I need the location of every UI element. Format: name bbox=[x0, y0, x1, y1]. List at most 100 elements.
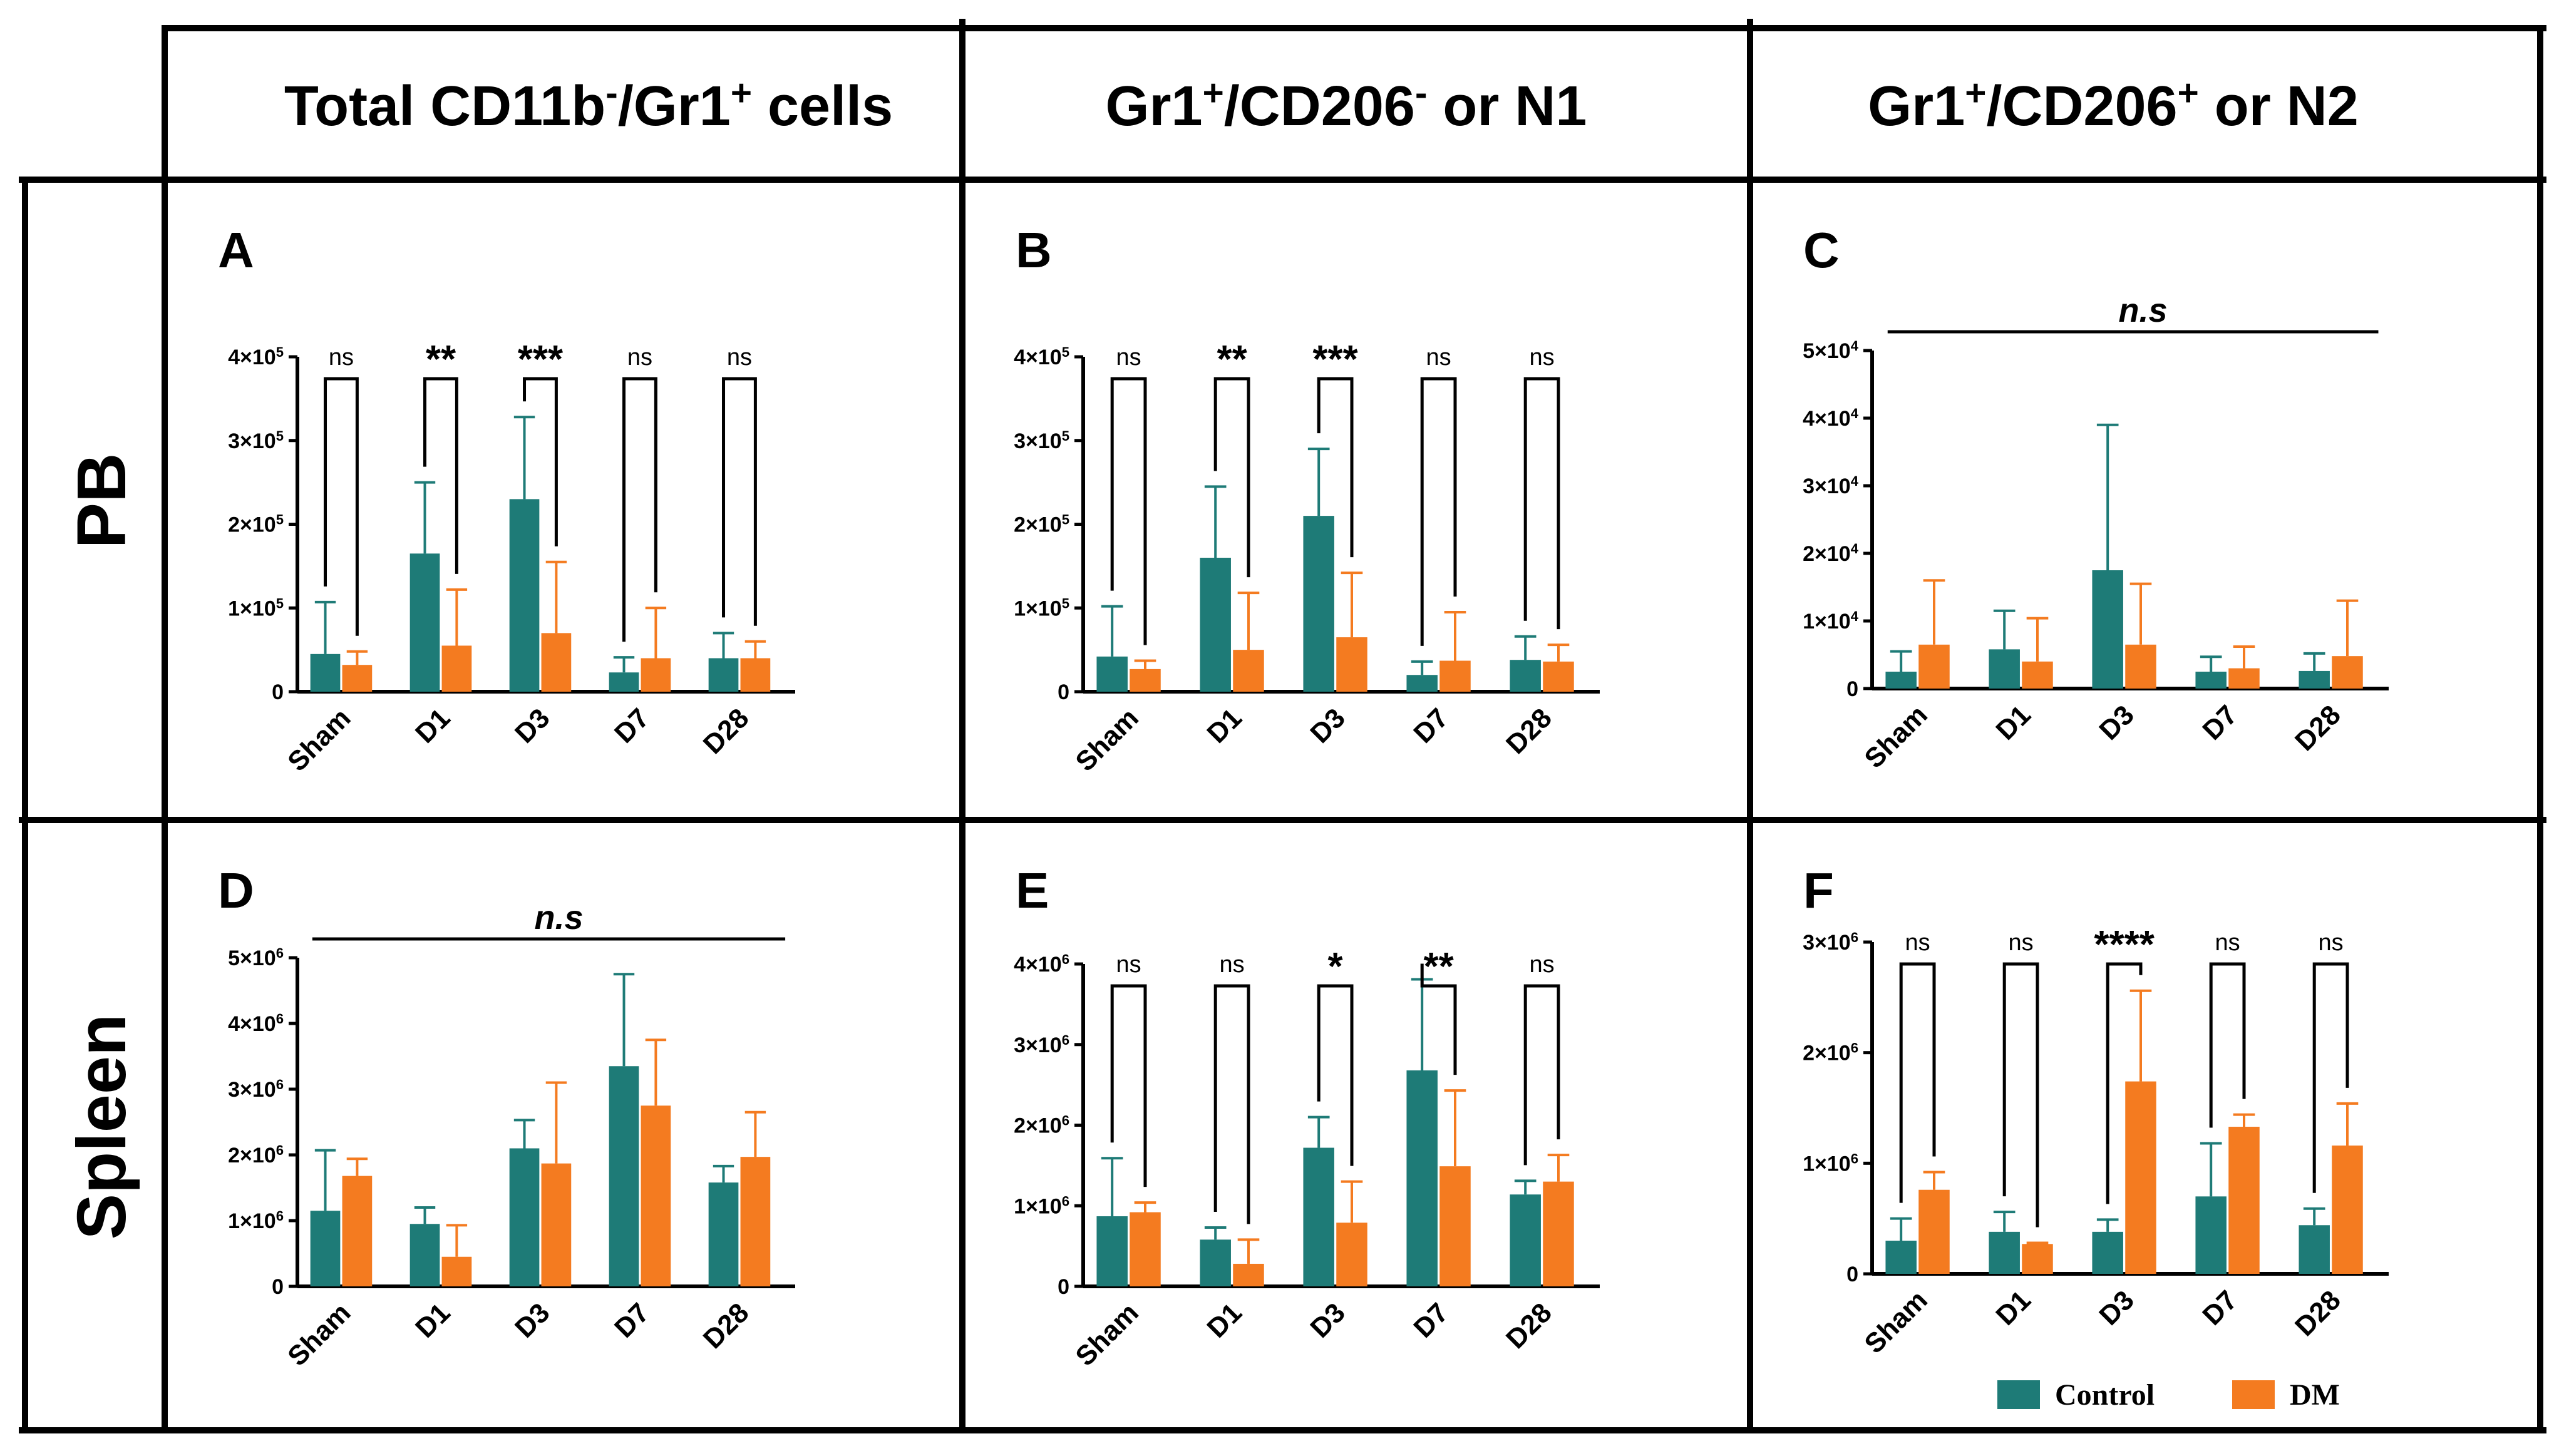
significance-bracket bbox=[1213, 984, 1250, 1224]
y-tick-label: 4×105 bbox=[228, 344, 284, 370]
y-tick-label: 0 bbox=[1058, 680, 1069, 704]
bar-dm-d7 bbox=[641, 1105, 671, 1286]
bar-dm-d1 bbox=[1233, 650, 1264, 692]
legend-control-swatch bbox=[1997, 1380, 2040, 1409]
text-part: cells bbox=[752, 75, 893, 138]
bar-control-sham bbox=[310, 1211, 341, 1286]
bar-control-d28 bbox=[2299, 670, 2330, 689]
y-tick-label: 3×104 bbox=[1803, 473, 1859, 499]
significance-label: * bbox=[1328, 945, 1344, 988]
significance-bracket bbox=[2209, 962, 2246, 1128]
y-tick-label: 2×106 bbox=[228, 1142, 284, 1168]
significance-bracket bbox=[1213, 377, 1250, 578]
bar-control-d28 bbox=[1510, 1194, 1541, 1286]
superscript-text: 6 bbox=[276, 1142, 284, 1158]
bar-control-sham bbox=[1885, 672, 1917, 689]
superscript-text: + bbox=[2178, 73, 2199, 113]
significance-bracket bbox=[1110, 377, 1147, 645]
panel-letter: F bbox=[1803, 863, 1834, 918]
text-part: 2×10 bbox=[1803, 542, 1851, 566]
superscript-text: 6 bbox=[276, 1011, 284, 1027]
text-part: 2×10 bbox=[1803, 1042, 1851, 1065]
bar-dm-d3 bbox=[2125, 644, 2156, 689]
legend-control-label: Control bbox=[2055, 1378, 2155, 1412]
significance-bracket bbox=[523, 377, 558, 546]
text-part: 0 bbox=[1846, 677, 1858, 701]
bar-control-d1 bbox=[409, 1224, 440, 1286]
bar-control-d7 bbox=[609, 1066, 639, 1286]
overall-significance-label: n.s bbox=[534, 899, 583, 936]
bar-dm-d28 bbox=[1543, 1181, 1574, 1286]
superscript-text: 6 bbox=[276, 945, 284, 961]
significance-label: ns bbox=[1530, 951, 1555, 978]
bar-dm-d1 bbox=[441, 645, 472, 692]
text-part: 1×10 bbox=[1014, 597, 1062, 620]
chart-panel-b: B01×1052×1053×1054×105ShamnsD1**D3***D7n… bbox=[1014, 222, 1600, 777]
bar-dm-sham bbox=[1130, 669, 1161, 692]
bar-control-d28 bbox=[708, 658, 739, 692]
row-label-spleen: Spleen bbox=[63, 1014, 140, 1240]
column-header: Total CD11b-/Gr1+ cells bbox=[284, 73, 893, 138]
significance-label: ** bbox=[1217, 338, 1247, 381]
bar-dm-d7 bbox=[641, 658, 671, 692]
significance-label: ** bbox=[1423, 945, 1454, 988]
significance-label: ns bbox=[1905, 930, 1930, 956]
y-tick-label: 0 bbox=[272, 1275, 284, 1299]
significance-label: ns bbox=[1530, 344, 1555, 371]
text-part: Total CD11b bbox=[284, 75, 605, 138]
superscript-text: 4 bbox=[1851, 473, 1859, 489]
significance-bracket bbox=[324, 377, 359, 636]
bar-dm-d1 bbox=[1233, 1263, 1264, 1286]
superscript-text: 6 bbox=[1062, 1193, 1069, 1209]
significance-label: **** bbox=[2094, 923, 2155, 966]
bar-dm-d1 bbox=[2022, 1244, 2053, 1274]
y-tick-label: 3×105 bbox=[1014, 428, 1069, 453]
bar-control-d28 bbox=[1510, 660, 1541, 692]
bar-dm-d1 bbox=[2022, 661, 2053, 689]
superscript-text: 6 bbox=[1851, 930, 1858, 945]
significance-bracket bbox=[1317, 377, 1354, 558]
text-part: 1×10 bbox=[228, 1209, 276, 1233]
bar-control-d7 bbox=[1406, 1070, 1438, 1286]
bar-dm-sham bbox=[1918, 1189, 1950, 1274]
superscript-text: 5 bbox=[276, 511, 284, 527]
significance-label: ** bbox=[426, 338, 456, 381]
superscript-text: + bbox=[731, 73, 752, 113]
y-tick-label: 1×104 bbox=[1803, 608, 1859, 634]
legend-dm-label: DM bbox=[2290, 1378, 2340, 1412]
bar-control-sham bbox=[1096, 656, 1128, 692]
bar-control-d7 bbox=[1406, 675, 1438, 692]
significance-label: ns bbox=[329, 344, 354, 371]
legend-dm-swatch bbox=[2232, 1380, 2275, 1409]
superscript-text: 4 bbox=[1851, 541, 1859, 556]
text-part: 2×10 bbox=[1014, 1114, 1062, 1138]
bar-dm-d3 bbox=[541, 633, 572, 692]
significance-bracket bbox=[423, 377, 458, 574]
chart-panel-e: E01×1062×1063×1064×106ShamnsD1nsD3*D7**D… bbox=[1014, 863, 1600, 1372]
y-tick-label: 2×104 bbox=[1803, 541, 1859, 567]
text-part: Gr1 bbox=[1868, 75, 1965, 138]
superscript-text: 5 bbox=[276, 595, 284, 611]
bar-control-d1 bbox=[1200, 558, 1231, 692]
significance-label: *** bbox=[518, 338, 564, 381]
bar-control-d7 bbox=[2195, 1196, 2227, 1274]
superscript-text: 6 bbox=[1062, 1032, 1069, 1047]
bar-dm-d28 bbox=[740, 658, 771, 692]
bar-control-sham bbox=[310, 654, 341, 692]
y-tick-label: 1×106 bbox=[1803, 1151, 1858, 1176]
bar-control-d3 bbox=[509, 499, 540, 692]
text-part: or N2 bbox=[2199, 75, 2359, 138]
bar-dm-sham bbox=[342, 665, 373, 692]
panel-letter: D bbox=[218, 863, 254, 918]
superscript-text: 4 bbox=[1851, 608, 1859, 624]
column-header: Gr1+/CD206+ or N2 bbox=[1868, 73, 2359, 138]
bar-dm-d7 bbox=[2228, 1127, 2260, 1274]
text-part: 2×10 bbox=[228, 513, 276, 537]
superscript-text: - bbox=[1415, 73, 1427, 113]
y-tick-label: 5×106 bbox=[228, 945, 284, 971]
significance-label: ns bbox=[2009, 930, 2034, 956]
bar-dm-d3 bbox=[2125, 1081, 2156, 1274]
significance-bracket bbox=[1317, 984, 1354, 1166]
panel-letter: A bbox=[218, 222, 254, 278]
text-part: 2×10 bbox=[228, 1144, 276, 1167]
